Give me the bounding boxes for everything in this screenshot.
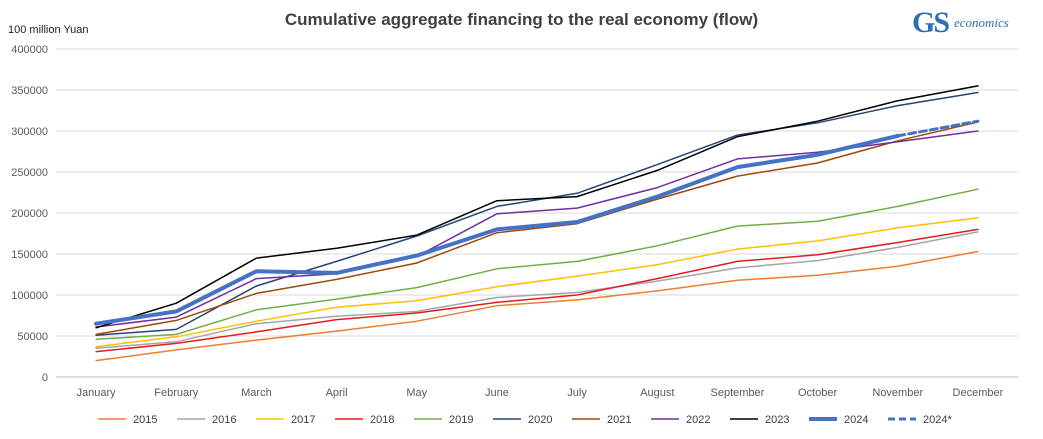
series-line-2021 [95,121,979,336]
series-line-2019 [95,188,979,341]
legend-label: 2015 [133,414,157,426]
x-axis-ticks: January February March April May June July Augu… [77,387,1004,399]
x-tick-label: April [326,387,348,399]
x-tick-label: June [485,387,509,399]
legend-label: 2020 [528,414,552,426]
chart-title: Cumulative aggregate financing to the re… [284,10,759,29]
series-line-2018 [95,228,979,353]
logo-subtitle: economics [954,15,1009,30]
series-line-2017 [95,217,979,348]
x-tick-label: September [711,387,765,399]
legend-label: 2019 [449,414,473,426]
series-line-2024-projected [896,119,980,138]
x-tick-label: February [154,387,199,399]
series-line-2022 [95,130,979,328]
series-line-2023 [95,85,979,329]
series-lines [94,85,980,362]
logo-brand: GS [912,6,950,39]
y-tick-label: 100000 [11,290,48,302]
x-tick-label: October [798,387,837,399]
y-tick-label: 150000 [11,249,48,261]
x-tick-label: March [241,387,272,399]
y-tick-label: 200000 [11,208,48,220]
legend-label: 2023 [765,414,789,426]
x-tick-label: November [872,387,923,399]
gs-economics-logo: GS economics [912,6,1037,44]
y-tick-label: 250000 [11,167,48,179]
series-line-2016 [95,231,979,350]
y-axis-ticks: 0 50000 100000 150000 200000 250000 300000 3500… [11,44,48,384]
legend-label: 2024 [844,414,868,426]
y-tick-label: 400000 [11,44,48,56]
legend-label: 2021 [607,414,631,426]
series-line-2024 [94,133,900,326]
x-tick-label: July [567,387,587,399]
y-axis-unit-label: 100 million Yuan [8,24,89,36]
series-line-2015 [95,250,979,362]
x-tick-label: December [953,387,1004,399]
legend-label: 2022 [686,414,710,426]
x-tick-label: January [77,387,117,399]
legend: 2015 2016 2017 2018 2019 2020 2021 2022 2023 2024… [98,414,952,426]
series-line-2020 [95,91,979,336]
x-tick-label: August [640,387,674,399]
legend-label: 2016 [212,414,236,426]
legend-label: 2024* [923,414,952,426]
x-tick-label: May [406,387,427,399]
y-tick-label: 50000 [17,331,48,343]
legend-label: 2017 [291,414,315,426]
y-tick-label: 0 [42,372,48,384]
legend-label: 2018 [370,414,394,426]
y-tick-label: 350000 [11,85,48,97]
gridlines [56,48,1018,378]
y-tick-label: 300000 [11,126,48,138]
